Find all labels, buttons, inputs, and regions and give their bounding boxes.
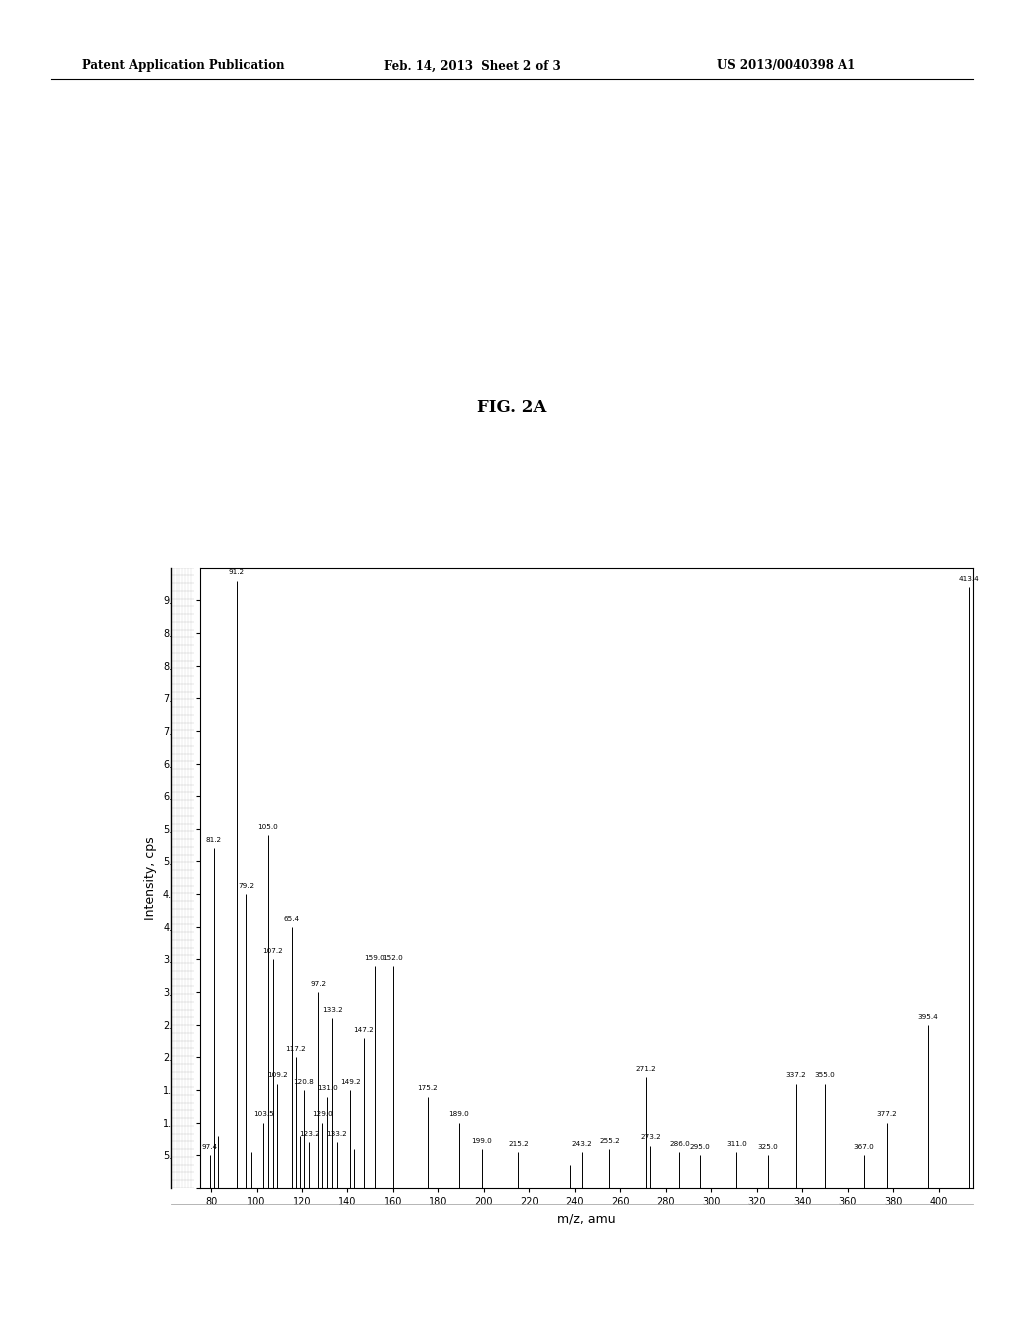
- Text: 255.2: 255.2: [599, 1138, 620, 1143]
- Text: 79.2: 79.2: [238, 883, 254, 888]
- Text: 377.2: 377.2: [877, 1111, 897, 1118]
- Text: 65.4: 65.4: [284, 916, 300, 921]
- Text: 129.0: 129.0: [312, 1111, 333, 1118]
- Text: 97.4: 97.4: [202, 1144, 218, 1150]
- X-axis label: m/z, amu: m/z, amu: [557, 1213, 615, 1225]
- Text: 413.4: 413.4: [958, 576, 980, 582]
- Text: 149.2: 149.2: [340, 1078, 360, 1085]
- Text: 367.0: 367.0: [853, 1144, 874, 1150]
- Text: 355.0: 355.0: [815, 1072, 836, 1078]
- Text: FIG. 2A: FIG. 2A: [477, 399, 547, 416]
- Text: 215.2: 215.2: [508, 1140, 528, 1147]
- Text: 133.2: 133.2: [327, 1131, 347, 1137]
- Text: 123.2: 123.2: [299, 1131, 319, 1137]
- Text: 311.0: 311.0: [726, 1140, 746, 1147]
- Text: 97.2: 97.2: [310, 981, 327, 987]
- Text: Feb. 14, 2013  Sheet 2 of 3: Feb. 14, 2013 Sheet 2 of 3: [384, 59, 561, 73]
- Text: 152.0: 152.0: [383, 954, 403, 961]
- Y-axis label: Intensity, cps: Intensity, cps: [144, 836, 158, 920]
- Text: 107.2: 107.2: [262, 948, 284, 954]
- Text: 81.2: 81.2: [206, 837, 222, 843]
- Text: 325.0: 325.0: [758, 1144, 778, 1150]
- Text: 120.8: 120.8: [294, 1078, 314, 1085]
- Text: 91.2: 91.2: [228, 569, 245, 576]
- Text: 271.2: 271.2: [636, 1065, 656, 1072]
- Text: 295.0: 295.0: [689, 1144, 711, 1150]
- Text: 131.0: 131.0: [316, 1085, 337, 1092]
- Text: 243.2: 243.2: [571, 1140, 593, 1147]
- Text: 273.2: 273.2: [640, 1134, 660, 1140]
- Text: 109.2: 109.2: [267, 1072, 288, 1078]
- Text: 147.2: 147.2: [353, 1027, 374, 1032]
- Text: 159.0: 159.0: [365, 954, 385, 961]
- Text: Patent Application Publication: Patent Application Publication: [82, 59, 285, 73]
- Text: 175.2: 175.2: [417, 1085, 438, 1092]
- Text: US 2013/0040398 A1: US 2013/0040398 A1: [717, 59, 855, 73]
- Text: 395.4: 395.4: [918, 1014, 939, 1019]
- Text: 189.0: 189.0: [449, 1111, 469, 1118]
- Text: 286.0: 286.0: [669, 1140, 690, 1147]
- Text: 117.2: 117.2: [286, 1047, 306, 1052]
- Text: 103.5: 103.5: [253, 1111, 273, 1118]
- Text: 105.0: 105.0: [257, 824, 279, 830]
- Text: 337.2: 337.2: [785, 1072, 806, 1078]
- Text: 199.0: 199.0: [471, 1138, 492, 1143]
- Text: 133.2: 133.2: [322, 1007, 342, 1012]
